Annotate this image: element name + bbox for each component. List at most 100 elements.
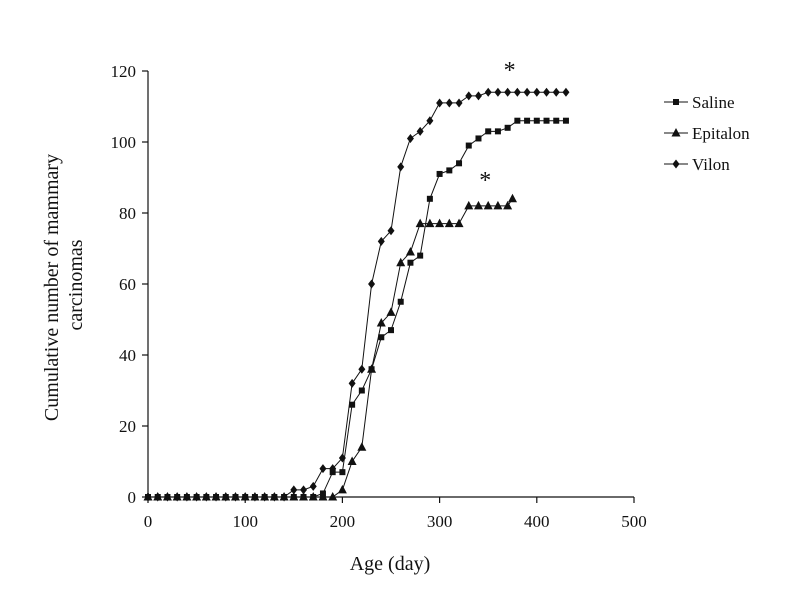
data-point-epitalon — [464, 200, 474, 210]
data-point-vilon — [241, 492, 249, 502]
data-point-saline — [378, 334, 385, 341]
y-tick-label: 40 — [119, 346, 136, 365]
series-layer — [143, 87, 570, 502]
y-tick-label: 100 — [111, 133, 137, 152]
data-point-vilon — [154, 492, 162, 502]
data-point-vilon — [251, 492, 259, 502]
data-point-vilon — [290, 485, 298, 495]
data-point-vilon — [406, 133, 414, 143]
data-point-epitalon — [347, 456, 357, 465]
legend-label-saline: Saline — [692, 93, 735, 112]
y-tick-label: 60 — [119, 275, 136, 294]
data-point-vilon — [183, 492, 191, 502]
data-point-saline — [562, 117, 569, 124]
annotations-layer: ** — [479, 58, 515, 194]
data-point-vilon — [387, 226, 395, 236]
axes: 0 100 200 300 400 500 0 20 40 60 80 100 120 — [111, 62, 647, 531]
data-point-vilon — [193, 492, 201, 502]
data-point-epitalon — [318, 492, 328, 501]
data-point-saline — [456, 160, 463, 167]
data-point-epitalon — [337, 484, 347, 494]
data-point-vilon — [270, 492, 278, 502]
data-point-vilon — [222, 492, 230, 502]
data-point-vilon — [523, 87, 531, 97]
y-axis-title: Cumulative number of mammary carcinomas — [41, 149, 87, 421]
series-epitalon — [143, 193, 517, 501]
data-point-vilon — [484, 87, 492, 97]
legend-marker-epitalon — [671, 128, 681, 137]
y-tick-label: 20 — [119, 417, 136, 436]
data-point-vilon — [533, 87, 541, 97]
data-point-vilon — [300, 485, 308, 495]
data-point-saline — [358, 387, 365, 394]
data-point-saline — [475, 135, 482, 142]
data-point-vilon — [368, 279, 376, 289]
x-tick-label: 500 — [621, 512, 647, 531]
data-point-epitalon — [503, 200, 513, 210]
data-point-vilon — [397, 162, 405, 172]
data-point-epitalon — [376, 318, 386, 327]
data-point-saline — [465, 142, 472, 149]
y-tick-label: 120 — [111, 62, 137, 81]
data-point-vilon — [465, 91, 473, 101]
data-point-epitalon — [308, 492, 318, 501]
data-point-epitalon — [328, 492, 338, 501]
legend-item-vilon: Vilon — [664, 155, 730, 174]
data-point-epitalon — [289, 492, 299, 501]
data-point-saline — [543, 117, 550, 124]
data-point-vilon — [212, 492, 220, 502]
data-point-saline — [514, 117, 521, 124]
data-point-epitalon — [483, 200, 493, 210]
data-point-vilon — [173, 492, 181, 502]
data-point-epitalon — [396, 257, 406, 267]
data-point-vilon — [338, 453, 346, 463]
data-point-vilon — [319, 464, 327, 474]
series-line-vilon — [148, 91, 566, 498]
data-point-vilon — [543, 87, 551, 97]
x-tick-label: 0 — [144, 512, 153, 531]
data-point-saline — [436, 170, 443, 177]
data-point-epitalon — [367, 364, 377, 373]
data-point-epitalon — [405, 247, 415, 256]
data-point-vilon — [552, 87, 560, 97]
legend: Saline Epitalon Vilon — [664, 93, 750, 174]
legend-marker-saline — [673, 99, 679, 105]
data-point-saline — [553, 117, 560, 124]
y-tick-label: 0 — [128, 488, 137, 507]
legend-label-vilon: Vilon — [692, 155, 730, 174]
data-point-saline — [407, 259, 414, 266]
data-point-vilon — [513, 87, 521, 97]
data-point-epitalon — [415, 218, 425, 228]
series-saline — [145, 117, 569, 500]
y-tick-label: 80 — [119, 204, 136, 223]
series-line-saline — [148, 120, 566, 498]
data-point-epitalon — [357, 442, 367, 451]
data-point-vilon — [144, 492, 152, 502]
data-point-vilon — [358, 364, 366, 374]
data-point-saline — [485, 128, 492, 135]
data-point-saline — [339, 469, 346, 476]
legend-item-epitalon: Epitalon — [664, 124, 750, 143]
legend-label-epitalon: Epitalon — [692, 124, 750, 143]
x-axis-title: Age (day) — [350, 553, 431, 575]
data-point-saline — [504, 124, 511, 131]
data-point-epitalon — [425, 218, 435, 228]
significance-marker: * — [479, 168, 491, 194]
data-point-vilon — [562, 87, 570, 97]
legend-item-saline: Saline — [664, 93, 735, 112]
data-point-epitalon — [435, 218, 445, 228]
data-point-vilon — [504, 87, 512, 97]
x-tick-label: 200 — [330, 512, 356, 531]
data-point-saline — [349, 401, 356, 408]
data-point-vilon — [309, 481, 317, 491]
x-tick-label: 300 — [427, 512, 453, 531]
data-point-vilon — [261, 492, 269, 502]
data-point-saline — [388, 327, 394, 334]
series-line-epitalon — [148, 198, 513, 498]
data-point-vilon — [416, 126, 424, 136]
data-point-vilon — [231, 492, 239, 502]
data-point-vilon — [377, 236, 385, 246]
data-point-vilon — [494, 87, 502, 97]
data-point-epitalon — [299, 492, 309, 501]
